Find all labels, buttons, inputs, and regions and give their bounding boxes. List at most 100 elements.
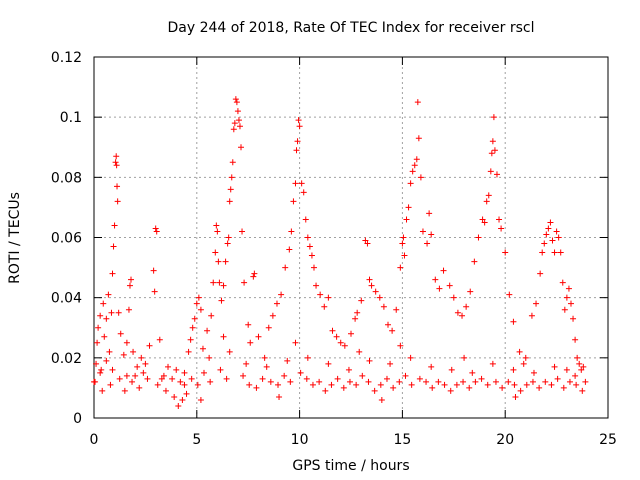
data-point <box>235 117 242 124</box>
data-point <box>481 219 488 226</box>
data-point <box>95 324 102 331</box>
data-point <box>154 381 161 388</box>
x-tick-label: 15 <box>393 432 411 448</box>
data-point <box>570 315 577 322</box>
data-point <box>512 393 519 400</box>
data-point <box>435 378 442 385</box>
data-point <box>130 348 137 355</box>
data-point <box>441 381 448 388</box>
data-point <box>463 303 470 310</box>
data-point <box>411 162 418 169</box>
data-point <box>223 375 230 382</box>
data-point <box>114 183 121 190</box>
data-point <box>426 210 433 217</box>
grid-lines <box>94 57 608 418</box>
data-point <box>539 249 546 256</box>
data-point <box>216 279 223 286</box>
data-point <box>322 387 329 394</box>
data-point <box>224 240 231 247</box>
data-point <box>580 363 587 370</box>
data-point <box>397 264 404 271</box>
data-point <box>185 348 192 355</box>
data-point <box>113 162 120 169</box>
data-point <box>227 186 234 193</box>
data-point <box>284 357 291 364</box>
data-point <box>348 330 354 337</box>
y-tick-label: 0.08 <box>51 170 82 186</box>
data-point <box>523 381 530 388</box>
data-point <box>551 249 558 256</box>
data-point <box>582 378 589 385</box>
data-point <box>187 336 194 343</box>
data-point <box>403 216 410 223</box>
data-point <box>337 339 344 346</box>
data-point <box>290 198 297 205</box>
data-point <box>136 384 143 391</box>
data-point <box>243 360 250 367</box>
data-point <box>565 285 572 292</box>
data-point <box>247 339 254 346</box>
data-point <box>263 363 270 370</box>
data-point <box>123 372 130 379</box>
data-point <box>362 237 369 244</box>
data-point <box>158 375 165 382</box>
data-point <box>251 270 258 277</box>
data-point <box>561 306 568 313</box>
data-point <box>547 219 554 226</box>
data-point <box>125 306 132 313</box>
data-point <box>541 240 548 247</box>
data-point <box>250 273 257 280</box>
y-tick-label: 0 <box>73 411 82 427</box>
y-tick-label: 0.04 <box>51 291 82 307</box>
data-point <box>572 372 579 379</box>
data-point <box>372 288 379 295</box>
data-point <box>378 396 385 403</box>
data-point <box>401 252 408 259</box>
data-point <box>246 381 253 388</box>
data-point <box>276 393 283 400</box>
data-point <box>150 267 157 274</box>
data-point <box>281 372 288 379</box>
data-point <box>560 384 567 391</box>
data-point <box>576 360 583 367</box>
data-point <box>340 384 347 391</box>
data-point <box>489 138 496 145</box>
data-point <box>471 258 478 265</box>
data-point <box>377 381 384 388</box>
data-point <box>302 216 309 223</box>
data-point <box>226 348 233 355</box>
data-point <box>424 240 431 247</box>
data-point <box>214 228 221 235</box>
data-point <box>522 354 529 361</box>
data-point <box>555 234 562 241</box>
data-point <box>329 327 336 334</box>
data-point <box>493 171 500 178</box>
data-point <box>110 243 117 250</box>
data-point <box>197 306 204 313</box>
data-point <box>162 387 169 394</box>
data-point <box>436 285 443 292</box>
data-point <box>536 384 543 391</box>
data-point <box>383 375 390 382</box>
data-point <box>393 306 400 313</box>
data-point <box>310 264 317 271</box>
data-point <box>432 276 439 283</box>
data-point <box>126 282 133 289</box>
data-point <box>356 348 363 355</box>
data-point <box>93 360 100 367</box>
data-point <box>207 378 214 385</box>
data-point <box>212 249 219 256</box>
data-point <box>210 279 217 286</box>
data-point <box>333 333 340 340</box>
data-point <box>239 228 246 235</box>
data-point <box>160 372 167 379</box>
data-point <box>405 204 412 211</box>
data-point <box>316 378 323 385</box>
data-point <box>101 333 108 340</box>
data-point <box>179 396 186 403</box>
data-point <box>557 249 564 256</box>
y-axis-label: ROTI / TECUs <box>7 192 23 284</box>
x-axis-label: GPS time / hours <box>292 458 409 474</box>
data-point <box>115 309 122 316</box>
data-point <box>292 180 299 187</box>
